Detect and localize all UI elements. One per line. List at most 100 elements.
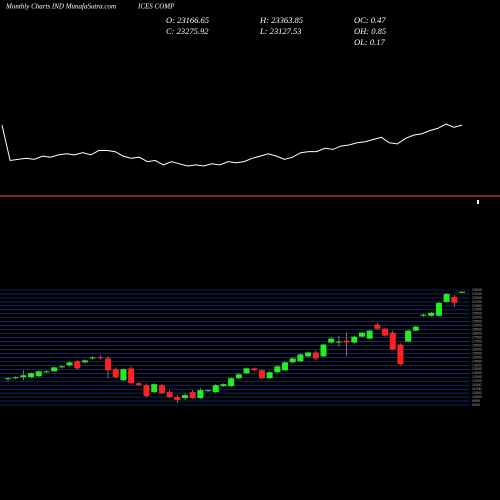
symbol: ICES COMP [137, 3, 175, 11]
candle-body [243, 368, 250, 374]
y-tick-label: 20000 [472, 316, 482, 320]
candle-body [428, 312, 435, 316]
candle-body [220, 384, 227, 387]
y-tick-label: 15500 [472, 351, 482, 355]
candle-body [166, 392, 173, 398]
y-tick-label: 13500 [472, 367, 482, 371]
candle-body [158, 385, 165, 394]
y-tick-label: 17500 [472, 336, 482, 340]
y-tick-label: 13000 [472, 371, 482, 375]
candle-body [35, 371, 42, 377]
candle-body [174, 397, 181, 401]
candle-body [420, 314, 427, 316]
candle-body [51, 367, 58, 372]
y-tick-label: 12000 [472, 379, 482, 383]
y-tick-label: 17000 [472, 339, 482, 343]
candle-body [97, 357, 104, 359]
candle-body [343, 340, 350, 343]
candle-body [358, 332, 365, 337]
y-tick-label: 19000 [472, 324, 482, 328]
stat: H: 23363.85 [259, 15, 303, 25]
y-tick-label: 10000 [472, 395, 482, 399]
candle-body [197, 390, 204, 399]
candle-body [312, 352, 319, 359]
candle-body [289, 358, 296, 363]
candle-body [28, 373, 35, 378]
candle-body [374, 324, 381, 329]
candle-body [405, 330, 412, 342]
y-tick-label: 11000 [472, 387, 482, 391]
stat: L: 23127.53 [259, 26, 302, 36]
candle-body [443, 293, 450, 302]
candle-body [382, 328, 389, 336]
candle-body [135, 383, 142, 386]
candle-body [20, 375, 27, 378]
y-tick-label: 23000 [472, 292, 482, 296]
y-tick-label: 15000 [472, 355, 482, 359]
candle-body [435, 302, 442, 316]
y-tick-label: 21000 [472, 308, 482, 312]
candle-body [228, 378, 235, 387]
candle-body [89, 357, 96, 359]
candle-body [320, 344, 327, 357]
candle-body [151, 384, 158, 393]
indicator-line [1, 123, 463, 167]
candle-body [120, 369, 127, 381]
candle-body [351, 336, 358, 343]
candle-body [66, 362, 73, 366]
candle-body [282, 362, 289, 371]
y-tick-label: 21500 [472, 304, 482, 308]
marker [477, 200, 479, 204]
candle-body [5, 378, 11, 380]
y-tick-label: 20500 [472, 312, 482, 316]
y-tick-label: 18500 [472, 328, 482, 332]
candle-body [112, 369, 119, 378]
candle-body [266, 372, 273, 379]
candle-body [58, 366, 65, 368]
candle-body [389, 332, 396, 350]
candle-body [274, 366, 281, 373]
candle-body [459, 291, 465, 293]
candle-body [235, 374, 242, 379]
candle-body [143, 385, 150, 397]
candle-body [305, 352, 312, 357]
candle-body [81, 360, 88, 363]
candle-body [43, 371, 50, 373]
candle-body [451, 296, 458, 303]
candle-body [105, 358, 112, 371]
y-tick-label: 22500 [472, 296, 482, 300]
stat: OC: 0.47 [354, 15, 386, 25]
candle-body [328, 338, 335, 343]
y-tick-label: 14500 [472, 359, 482, 363]
y-tick-label: 12500 [472, 375, 482, 379]
candle-body [258, 370, 265, 379]
stat: C: 23275.92 [166, 26, 209, 36]
stat: O: 23166.65 [166, 15, 209, 25]
stat: OL: 0.17 [354, 37, 385, 47]
candle-body [251, 368, 258, 371]
y-tick-label: 10500 [472, 391, 482, 395]
candle-body [128, 368, 135, 384]
candle-body [297, 354, 304, 362]
y-tick-label: 11500 [472, 383, 482, 387]
candle-body [205, 390, 212, 392]
chart-title: Monthly Charts IND MunafaSutra.com [5, 3, 116, 11]
candle-body [181, 395, 188, 399]
y-tick-label: 16000 [472, 347, 482, 351]
candle-body [12, 377, 19, 379]
candle-body [335, 341, 342, 343]
y-tick-label: 9500 [472, 399, 480, 403]
y-tick-label: 19500 [472, 320, 482, 324]
y-tick-label: 22000 [472, 300, 482, 304]
candle-body [366, 330, 373, 339]
candle-body [397, 344, 404, 365]
candle-body [412, 326, 419, 331]
candle-body [212, 385, 219, 393]
y-tick-label: 18000 [472, 332, 482, 336]
candle-body [189, 392, 196, 399]
stat: OH: 0.85 [354, 26, 386, 36]
y-tick-label: 9000 [472, 403, 480, 407]
y-tick-label: 16500 [472, 343, 482, 347]
